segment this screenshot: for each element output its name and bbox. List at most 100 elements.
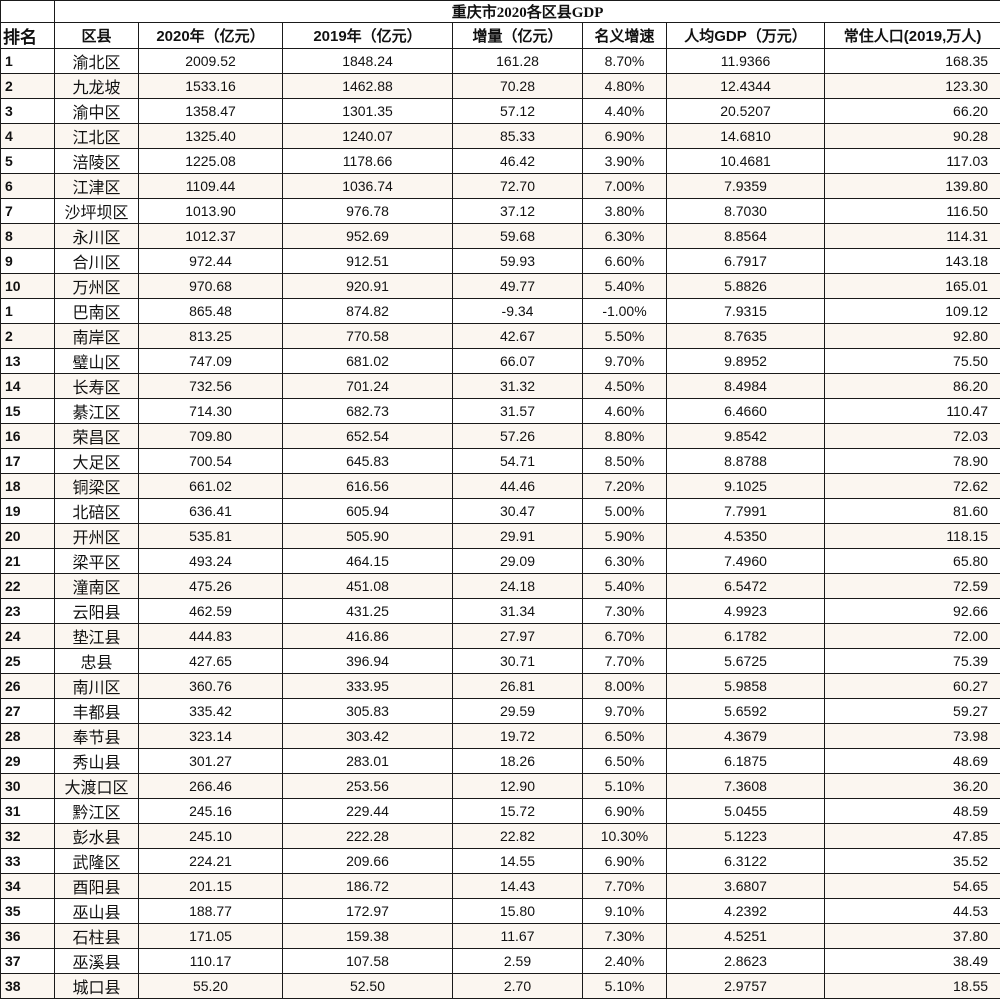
rank-cell: 1 (1, 49, 55, 74)
population-cell: 139.80 (825, 174, 1000, 199)
increase-cell: 26.81 (453, 674, 583, 699)
rank-cell: 8 (1, 224, 55, 249)
rank-cell: 16 (1, 424, 55, 449)
district-cell: 梁平区 (55, 549, 139, 574)
gdp-2020-cell: 709.80 (139, 424, 283, 449)
increase-cell: 46.42 (453, 149, 583, 174)
district-cell: 石柱县 (55, 924, 139, 949)
district-cell: 巫山县 (55, 899, 139, 924)
gdp-2019-cell: 416.86 (283, 624, 453, 649)
rank-cell: 4 (1, 124, 55, 149)
gdp-per-capita-cell: 8.7030 (667, 199, 825, 224)
rank-cell: 6 (1, 174, 55, 199)
gdp-2019-cell: 431.25 (283, 599, 453, 624)
rank-cell: 28 (1, 724, 55, 749)
growth-rate-cell: 6.50% (583, 749, 667, 774)
district-cell: 大渡口区 (55, 774, 139, 799)
increase-cell: 42.67 (453, 324, 583, 349)
rank-cell: 26 (1, 674, 55, 699)
district-cell: 永川区 (55, 224, 139, 249)
gdp-per-capita-cell: 7.7991 (667, 499, 825, 524)
rank-cell: 2 (1, 324, 55, 349)
population-cell: 18.55 (825, 974, 1000, 999)
growth-rate-cell: 8.70% (583, 49, 667, 74)
increase-cell: 15.72 (453, 799, 583, 824)
district-cell: 开州区 (55, 524, 139, 549)
increase-cell: 31.57 (453, 399, 583, 424)
population-cell: 72.59 (825, 574, 1000, 599)
district-cell: 万州区 (55, 274, 139, 299)
district-cell: 秀山县 (55, 749, 139, 774)
rank-cell: 18 (1, 474, 55, 499)
header-rank: 排名 (1, 23, 55, 49)
growth-rate-cell: 4.50% (583, 374, 667, 399)
gdp-2019-cell: 229.44 (283, 799, 453, 824)
rank-cell: 21 (1, 549, 55, 574)
population-cell: 110.47 (825, 399, 1000, 424)
population-cell: 117.03 (825, 149, 1000, 174)
header-growth-rate: 名义增速 (583, 23, 667, 49)
rank-cell: 37 (1, 949, 55, 974)
district-cell: 酉阳县 (55, 874, 139, 899)
population-cell: 66.20 (825, 99, 1000, 124)
increase-cell: 15.80 (453, 899, 583, 924)
growth-rate-cell: 8.80% (583, 424, 667, 449)
district-cell: 城口县 (55, 974, 139, 999)
increase-cell: 37.12 (453, 199, 583, 224)
gdp-2020-cell: 110.17 (139, 949, 283, 974)
gdp-2019-cell: 682.73 (283, 399, 453, 424)
rank-cell: 9 (1, 249, 55, 274)
gdp-2020-cell: 1358.47 (139, 99, 283, 124)
gdp-2020-cell: 301.27 (139, 749, 283, 774)
header-population: 常住人口(2019,万人) (825, 23, 1000, 49)
district-cell: 沙坪坝区 (55, 199, 139, 224)
gdp-2019-cell: 1240.07 (283, 124, 453, 149)
gdp-2019-cell: 464.15 (283, 549, 453, 574)
rank-cell: 22 (1, 574, 55, 599)
growth-rate-cell: 9.70% (583, 349, 667, 374)
gdp-2019-cell: 107.58 (283, 949, 453, 974)
increase-cell: 11.67 (453, 924, 583, 949)
gdp-2019-cell: 701.24 (283, 374, 453, 399)
district-cell: 奉节县 (55, 724, 139, 749)
gdp-2020-cell: 201.15 (139, 874, 283, 899)
header-gdp-2020: 2020年（亿元） (139, 23, 283, 49)
gdp-per-capita-cell: 7.4960 (667, 549, 825, 574)
rank-cell: 27 (1, 699, 55, 724)
gdp-2020-cell: 1533.16 (139, 74, 283, 99)
gdp-per-capita-cell: 5.6725 (667, 649, 825, 674)
gdp-2020-cell: 245.16 (139, 799, 283, 824)
growth-rate-cell: 4.80% (583, 74, 667, 99)
rank-cell: 20 (1, 524, 55, 549)
gdp-per-capita-cell: 7.3608 (667, 774, 825, 799)
growth-rate-cell: 5.40% (583, 274, 667, 299)
population-cell: 72.62 (825, 474, 1000, 499)
population-cell: 92.66 (825, 599, 1000, 624)
gdp-per-capita-cell: 6.1782 (667, 624, 825, 649)
gdp-2019-cell: 874.82 (283, 299, 453, 324)
district-cell: 铜梁区 (55, 474, 139, 499)
growth-rate-cell: 9.10% (583, 899, 667, 924)
gdp-2020-cell: 636.41 (139, 499, 283, 524)
district-cell: 南川区 (55, 674, 139, 699)
header-gdp-per-capita: 人均GDP（万元） (667, 23, 825, 49)
population-cell: 36.20 (825, 774, 1000, 799)
gdp-2020-cell: 1225.08 (139, 149, 283, 174)
gdp-per-capita-cell: 5.1223 (667, 824, 825, 849)
population-cell: 118.15 (825, 524, 1000, 549)
gdp-2019-cell: 952.69 (283, 224, 453, 249)
gdp-2020-cell: 55.20 (139, 974, 283, 999)
gdp-2020-cell: 493.24 (139, 549, 283, 574)
gdp-2020-cell: 747.09 (139, 349, 283, 374)
gdp-2019-cell: 645.83 (283, 449, 453, 474)
gdp-2020-cell: 188.77 (139, 899, 283, 924)
table-title: 重庆市2020各区县GDP (55, 1, 1000, 23)
